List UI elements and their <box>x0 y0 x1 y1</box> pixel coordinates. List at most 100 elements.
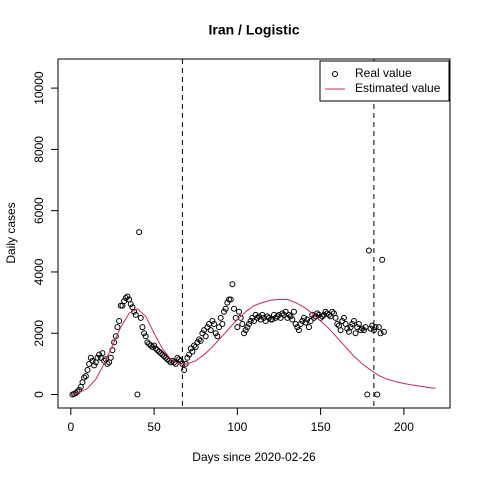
data-point <box>211 321 218 328</box>
data-point <box>247 317 254 324</box>
data-point <box>229 281 236 288</box>
data-point <box>241 330 248 337</box>
data-point <box>74 388 81 395</box>
data-point <box>339 317 346 324</box>
data-point <box>199 330 206 337</box>
y-tick-label: 6000 <box>32 197 46 224</box>
legend-label: Estimated value <box>355 81 441 95</box>
legend-label: Real value <box>355 66 412 80</box>
data-point <box>372 324 379 331</box>
data-point <box>237 314 244 321</box>
data-point <box>239 321 246 328</box>
data-point <box>204 324 211 331</box>
data-point <box>144 339 151 346</box>
data-point <box>117 302 124 309</box>
x-tick-label: 200 <box>394 420 414 434</box>
data-point <box>322 308 329 315</box>
data-point <box>156 348 163 355</box>
data-point <box>365 247 372 254</box>
data-point <box>219 321 226 328</box>
data-point <box>134 391 141 398</box>
data-point <box>81 374 88 381</box>
data-point <box>349 321 356 328</box>
data-point <box>159 351 166 358</box>
data-point <box>194 339 201 346</box>
data-point <box>224 299 231 306</box>
data-point <box>294 324 301 331</box>
y-tick-label: 0 <box>32 391 46 398</box>
data-point <box>184 354 191 361</box>
data-point <box>234 324 241 331</box>
data-point <box>307 317 314 324</box>
data-point <box>377 330 384 337</box>
data-point <box>132 311 139 318</box>
data-point <box>222 305 229 312</box>
data-point <box>252 311 259 318</box>
x-tick-label: 100 <box>227 420 247 434</box>
data-point <box>107 354 114 361</box>
data-point <box>122 294 129 301</box>
data-point <box>216 324 223 331</box>
x-tick-label: 0 <box>67 420 74 434</box>
data-point <box>94 354 101 361</box>
data-point <box>176 356 183 363</box>
data-point <box>142 333 149 340</box>
data-point <box>197 337 204 344</box>
data-point <box>82 373 89 380</box>
data-point <box>347 324 354 331</box>
data-point <box>181 367 188 374</box>
legend-box <box>319 60 450 102</box>
data-point <box>114 324 121 331</box>
data-point <box>152 345 159 352</box>
y-tick-label: 8000 <box>32 136 46 163</box>
data-point <box>151 342 158 349</box>
data-point <box>177 357 184 364</box>
data-point <box>246 321 253 328</box>
data-point <box>380 328 387 335</box>
data-point <box>139 324 146 331</box>
data-point <box>87 354 94 361</box>
data-point <box>154 347 161 354</box>
data-point <box>254 314 261 321</box>
data-point <box>287 313 294 320</box>
data-point <box>340 314 347 321</box>
x-tick-label: 150 <box>311 420 331 434</box>
data-point <box>227 296 234 303</box>
data-point <box>360 327 367 334</box>
data-point <box>285 311 292 318</box>
data-point <box>196 336 203 343</box>
data-point <box>186 351 193 358</box>
data-point <box>289 316 296 323</box>
data-point <box>191 342 198 349</box>
data-point <box>251 317 257 324</box>
data-point <box>116 317 123 324</box>
fitted-line <box>72 299 436 395</box>
data-point <box>111 339 118 346</box>
data-point <box>209 317 216 324</box>
data-point <box>379 256 386 263</box>
data-point <box>282 308 289 315</box>
data-point <box>355 321 362 328</box>
data-point <box>350 317 357 324</box>
data-point <box>217 314 224 321</box>
data-point <box>375 324 382 331</box>
data-point <box>84 367 91 374</box>
data-point <box>236 308 243 315</box>
data-point <box>231 305 238 312</box>
data-point <box>274 313 281 320</box>
y-tick-label: 2000 <box>32 320 46 347</box>
data-point <box>265 314 272 321</box>
data-point <box>319 313 326 320</box>
data-point <box>99 350 106 357</box>
data-point <box>314 310 321 317</box>
data-point <box>304 316 311 323</box>
data-point <box>189 348 196 355</box>
data-point <box>305 324 312 331</box>
data-point <box>374 391 381 398</box>
data-point <box>337 327 344 334</box>
legend-symbol <box>332 71 338 77</box>
data-point <box>162 354 169 361</box>
data-point <box>226 296 233 303</box>
data-point <box>332 314 339 321</box>
